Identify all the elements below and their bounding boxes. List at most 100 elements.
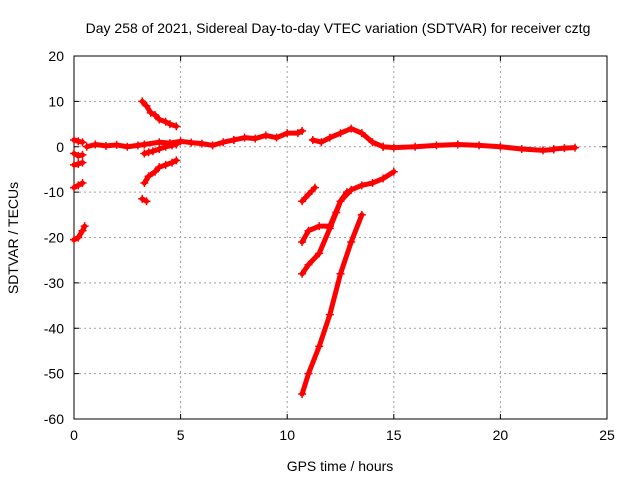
data-point [112, 140, 121, 149]
data-point [78, 226, 87, 235]
data-point [168, 158, 177, 167]
data-point [78, 150, 87, 159]
data-point [261, 131, 270, 140]
data-point [347, 238, 356, 247]
data-point [283, 129, 292, 138]
data-point [172, 140, 181, 149]
data-point [304, 369, 313, 378]
data-point [342, 188, 351, 197]
data-point [347, 124, 356, 133]
data-point [219, 138, 228, 147]
data-point [140, 140, 149, 149]
data-point [151, 167, 160, 176]
data-point [165, 120, 174, 129]
x-tick-label: 5 [177, 427, 185, 443]
x-tick-label: 20 [493, 427, 509, 443]
data-point [549, 145, 558, 154]
data-point [517, 145, 526, 154]
data-point [155, 138, 164, 147]
data-point [168, 141, 177, 150]
data-point [315, 249, 324, 258]
data-point [140, 179, 149, 188]
x-tick-label: 10 [279, 427, 295, 443]
data-point [161, 160, 170, 169]
y-tick-label: 0 [56, 139, 64, 155]
y-tick-label: -10 [44, 184, 64, 200]
data-point [571, 143, 580, 152]
data-point [138, 194, 147, 203]
data-point [138, 97, 147, 106]
data-point [475, 141, 484, 150]
data-point [298, 269, 307, 278]
data-point [140, 149, 149, 158]
data-point [304, 226, 313, 235]
series-line-arc-late-2 [380, 141, 557, 153]
data-point [298, 126, 307, 135]
data-point [151, 110, 160, 119]
data-point [379, 174, 388, 183]
data-point [453, 140, 462, 149]
data-point [91, 140, 100, 149]
data-point [496, 142, 505, 151]
data-point [332, 208, 341, 217]
data-point [101, 141, 110, 150]
data-point [144, 148, 153, 157]
data-point [161, 117, 170, 126]
data-point [155, 163, 164, 172]
data-point [325, 310, 334, 319]
data-point [172, 156, 181, 165]
data-point [172, 122, 181, 131]
data-point [133, 141, 142, 150]
data-point [148, 147, 157, 156]
data-point [240, 133, 249, 142]
data-point [142, 197, 151, 206]
x-tick-label: 0 [70, 427, 78, 443]
data-point [304, 190, 313, 199]
data-point [78, 158, 87, 167]
grid [74, 56, 607, 419]
data-point [336, 129, 345, 138]
y-tick-label: 20 [48, 48, 64, 64]
data-point [315, 222, 324, 231]
data-point [78, 138, 87, 147]
data-point [70, 135, 78, 144]
data-marks [70, 97, 580, 399]
x-axis-label: GPS time / hours [287, 458, 394, 474]
data-point [325, 224, 334, 233]
data-point [70, 235, 78, 244]
data-point [347, 185, 356, 194]
data-point [389, 143, 398, 152]
data-point [298, 238, 307, 247]
data-point [123, 142, 132, 151]
data-point [146, 108, 155, 117]
ticks: 0 5 10 15 20 25 -60 -50 -40 -30 -20 -10 0 10 20 [44, 48, 615, 443]
data-point [298, 197, 307, 206]
data-point [176, 137, 185, 146]
x-tick-label: 25 [599, 427, 615, 443]
data-point [78, 179, 87, 188]
data-point [74, 137, 83, 146]
data-point [411, 142, 420, 151]
data-point [336, 197, 345, 206]
data-point [70, 160, 78, 169]
y-axis-label: SDTVAR / TECUs [5, 182, 21, 294]
data-point [74, 233, 83, 242]
data-point [229, 135, 238, 144]
data-point [308, 135, 317, 144]
y-tick-label: -40 [44, 320, 64, 336]
y-tick-label: 10 [48, 93, 64, 109]
data-point [74, 151, 83, 160]
data-point [560, 144, 569, 153]
data-point [272, 133, 281, 142]
data-point [368, 138, 377, 147]
data-point [74, 181, 83, 190]
data-point [80, 222, 89, 231]
data-point [432, 141, 441, 150]
data-point [293, 129, 302, 138]
y-tick-label: -50 [44, 366, 64, 382]
data-point [144, 172, 153, 181]
data-point [70, 183, 78, 192]
data-point [379, 142, 388, 151]
y-tick-label: -20 [44, 230, 64, 246]
